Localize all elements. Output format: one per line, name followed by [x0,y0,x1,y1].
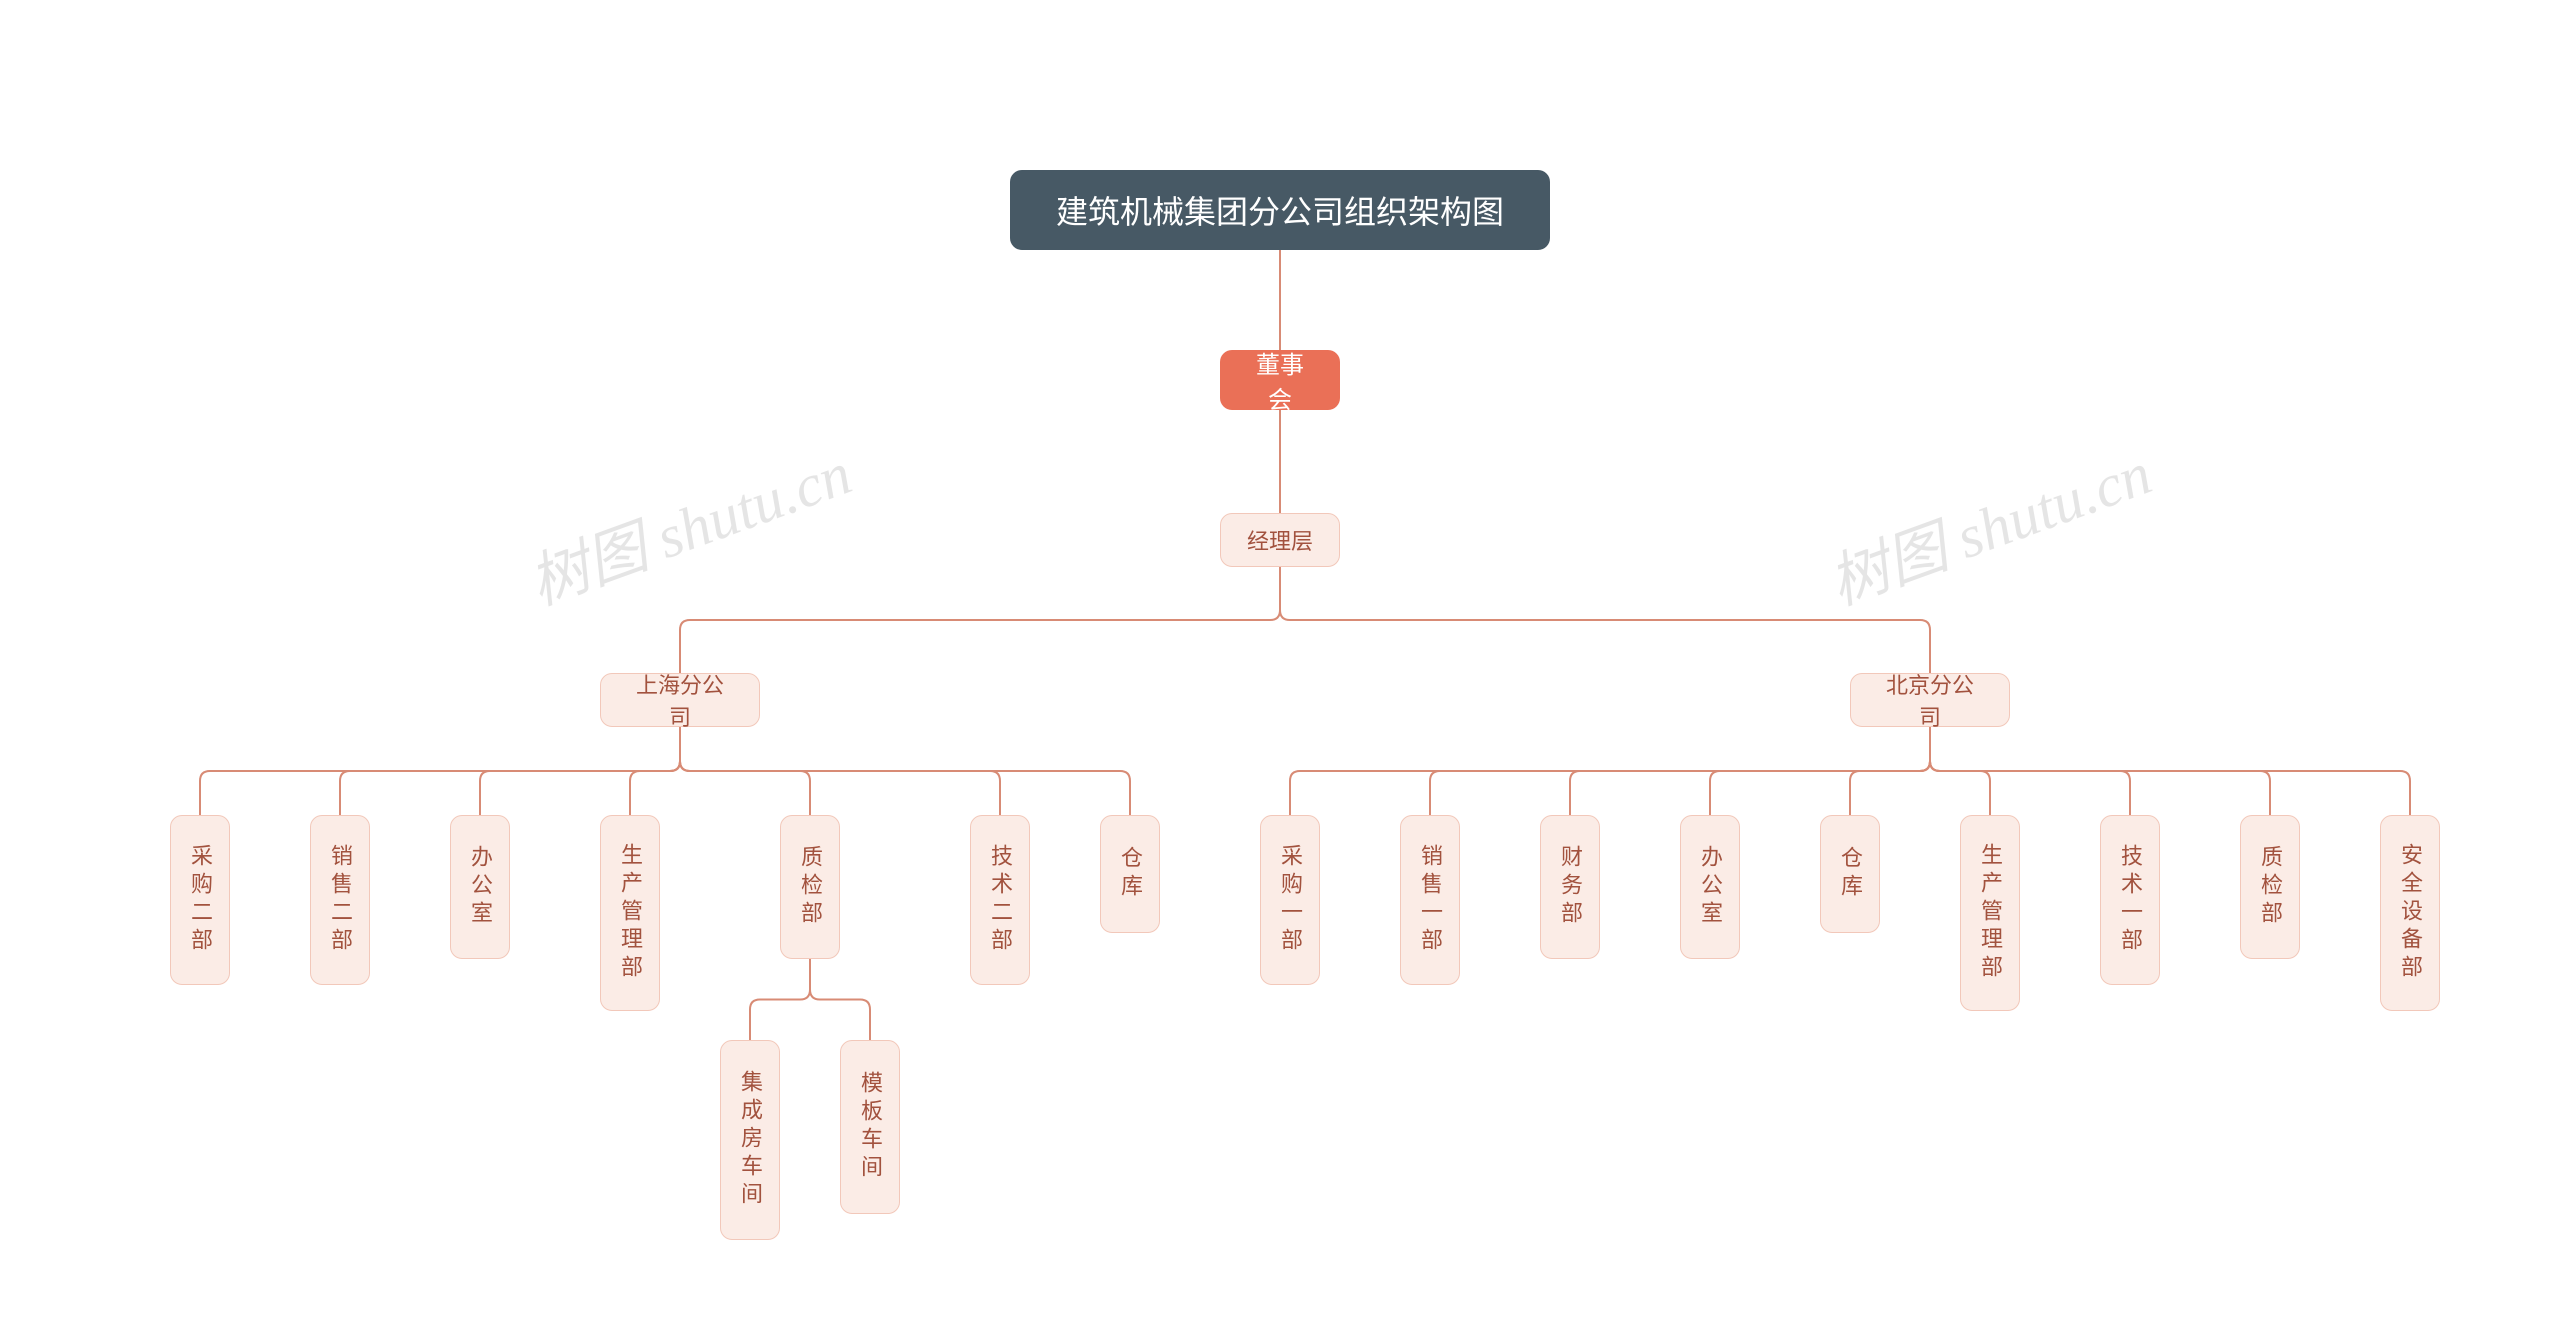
connector-shanghai-sh5 [680,727,810,815]
org-node-sh5: 质检部 [780,815,840,959]
org-node-label: 办公室 [464,845,496,929]
org-node-label: 模板车间 [854,1071,886,1183]
org-node-sh2: 销售二部 [310,815,370,985]
connector-beijing-bj3 [1570,727,1930,815]
org-node-bj6: 生产管理部 [1960,815,2020,1011]
org-node-label: 仓库 [1114,846,1146,902]
connector-beijing-bj4 [1710,727,1930,815]
org-node-label: 上海分公司 [627,668,733,732]
org-node-bj1: 采购一部 [1260,815,1320,985]
org-node-label: 生产管理部 [1974,843,2006,983]
org-node-root: 建筑机械集团分公司组织架构图 [1010,170,1550,250]
org-node-label: 集成房车间 [734,1070,766,1210]
watermark: 树图 shutu.cn [1815,425,2161,622]
org-node-qc1: 集成房车间 [720,1040,780,1240]
connector-mgmt-beijing [1280,567,1930,673]
connector-shanghai-sh1 [200,727,680,815]
connector-shanghai-sh6 [680,727,1000,815]
org-node-board: 董事会 [1220,350,1340,410]
org-node-label: 安全设备部 [2394,843,2426,983]
org-node-label: 技术二部 [984,844,1016,956]
org-node-label: 董事会 [1247,345,1313,415]
org-node-label: 生产管理部 [614,843,646,983]
org-node-sh7: 仓库 [1100,815,1160,933]
org-node-label: 质检部 [794,845,826,929]
org-node-label: 采购二部 [184,844,216,956]
org-node-bj2: 销售一部 [1400,815,1460,985]
org-node-sh6: 技术二部 [970,815,1030,985]
org-chart-stage: 树图 shutu.cn 树图 shutu.cn 建筑机械集团分公司组织架构图董事会经… [0,0,2560,1344]
watermark: 树图 shutu.cn [515,425,861,622]
org-node-sh3: 办公室 [450,815,510,959]
org-node-bj5: 仓库 [1820,815,1880,933]
connector-shanghai-sh2 [340,727,680,815]
org-node-sh1: 采购二部 [170,815,230,985]
org-node-label: 北京分公司 [1877,668,1983,732]
org-node-mgmt: 经理层 [1220,513,1340,567]
org-node-label: 办公室 [1694,845,1726,929]
connector-beijing-bj2 [1430,727,1930,815]
connector-sh5-qc1 [750,959,810,1040]
org-node-beijing: 北京分公司 [1850,673,2010,727]
org-node-label: 仓库 [1834,846,1866,902]
org-node-label: 质检部 [2254,845,2286,929]
org-node-label: 采购一部 [1274,844,1306,956]
org-node-label: 财务部 [1554,845,1586,929]
connector-beijing-bj5 [1850,727,1930,815]
connector-mgmt-shanghai [680,567,1280,673]
org-node-label: 建筑机械集团分公司组织架构图 [1056,187,1504,233]
connector-shanghai-sh7 [680,727,1130,815]
connector-shanghai-sh3 [480,727,680,815]
org-node-label: 技术一部 [2114,844,2146,956]
connector-beijing-bj8 [1930,727,2270,815]
org-node-label: 销售二部 [324,844,356,956]
connector-beijing-bj6 [1930,727,1990,815]
connector-beijing-bj1 [1290,727,1930,815]
org-node-sh4: 生产管理部 [600,815,660,1011]
connector-beijing-bj7 [1930,727,2130,815]
org-node-bj3: 财务部 [1540,815,1600,959]
org-node-shanghai: 上海分公司 [600,673,760,727]
org-node-bj9: 安全设备部 [2380,815,2440,1011]
org-node-label: 经理层 [1247,524,1313,556]
org-node-label: 销售一部 [1414,844,1446,956]
org-node-bj8: 质检部 [2240,815,2300,959]
org-node-bj4: 办公室 [1680,815,1740,959]
connector-shanghai-sh4 [630,727,680,815]
org-node-bj7: 技术一部 [2100,815,2160,985]
connector-beijing-bj9 [1930,727,2410,815]
org-node-qc2: 模板车间 [840,1040,900,1214]
connector-sh5-qc2 [810,959,870,1040]
